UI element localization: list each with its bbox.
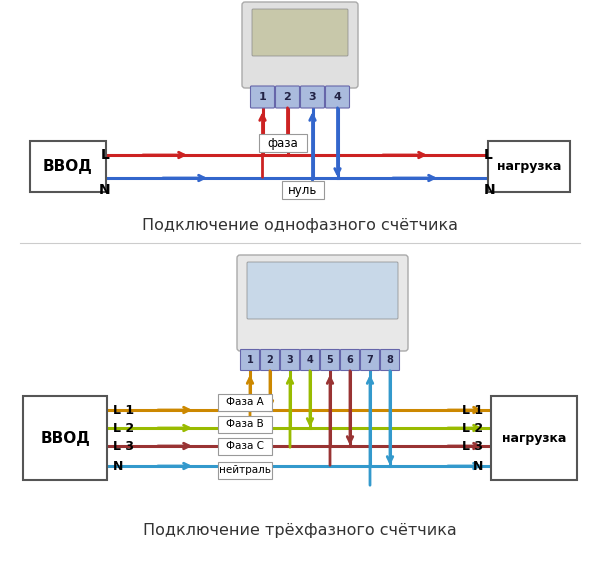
Text: нагрузка: нагрузка	[502, 431, 566, 444]
Text: L: L	[484, 148, 493, 162]
Text: ВВОД: ВВОД	[40, 430, 90, 445]
Text: 4: 4	[334, 92, 341, 102]
Text: L 1: L 1	[462, 403, 483, 416]
Text: ВВОД: ВВОД	[43, 159, 93, 174]
FancyBboxPatch shape	[341, 350, 359, 370]
FancyBboxPatch shape	[218, 438, 272, 454]
Text: L 2: L 2	[462, 421, 483, 435]
FancyBboxPatch shape	[281, 350, 299, 370]
Text: нуль: нуль	[288, 183, 317, 196]
FancyBboxPatch shape	[281, 181, 323, 199]
FancyBboxPatch shape	[218, 462, 272, 479]
Text: L: L	[101, 148, 110, 162]
Text: 2: 2	[266, 355, 274, 365]
FancyBboxPatch shape	[275, 86, 299, 108]
Text: 3: 3	[308, 92, 316, 102]
FancyBboxPatch shape	[380, 350, 400, 370]
Text: 4: 4	[307, 355, 313, 365]
Text: N: N	[473, 459, 483, 472]
Text: 8: 8	[386, 355, 394, 365]
Text: N: N	[113, 459, 124, 472]
Text: 1: 1	[259, 92, 266, 102]
Text: Фаза В: Фаза В	[226, 419, 264, 429]
FancyBboxPatch shape	[325, 86, 349, 108]
Bar	[30, 141, 106, 192]
FancyBboxPatch shape	[260, 350, 280, 370]
Text: 3: 3	[287, 355, 293, 365]
FancyBboxPatch shape	[242, 2, 358, 88]
Text: N: N	[484, 183, 496, 197]
FancyBboxPatch shape	[252, 9, 348, 56]
FancyBboxPatch shape	[241, 350, 260, 370]
Text: фаза: фаза	[267, 136, 298, 149]
FancyBboxPatch shape	[247, 262, 398, 319]
Text: нейтраль: нейтраль	[219, 465, 271, 475]
Text: L 1: L 1	[113, 403, 134, 416]
Text: 2: 2	[284, 92, 292, 102]
Text: N: N	[98, 183, 110, 197]
Bar	[488, 141, 570, 192]
Text: L 3: L 3	[462, 439, 483, 453]
FancyBboxPatch shape	[218, 416, 272, 433]
FancyBboxPatch shape	[301, 350, 320, 370]
FancyBboxPatch shape	[259, 134, 307, 152]
Text: Фаза А: Фаза А	[226, 397, 264, 407]
FancyBboxPatch shape	[218, 393, 272, 411]
Text: нагрузка: нагрузка	[497, 160, 561, 173]
Text: Подключение трёхфазного счётчика: Подключение трёхфазного счётчика	[143, 522, 457, 537]
FancyBboxPatch shape	[320, 350, 340, 370]
FancyBboxPatch shape	[361, 350, 380, 370]
FancyBboxPatch shape	[237, 255, 408, 351]
Text: L 3: L 3	[113, 439, 134, 453]
Text: 1: 1	[247, 355, 253, 365]
Bar	[491, 396, 577, 480]
Text: 7: 7	[367, 355, 373, 365]
Text: Подключение однофазного счётчика: Подключение однофазного счётчика	[142, 218, 458, 232]
Text: 5: 5	[326, 355, 334, 365]
Text: 6: 6	[347, 355, 353, 365]
Bar	[23, 396, 107, 480]
FancyBboxPatch shape	[251, 86, 275, 108]
Text: Фаза С: Фаза С	[226, 441, 264, 451]
FancyBboxPatch shape	[301, 86, 325, 108]
Text: L 2: L 2	[113, 421, 134, 435]
